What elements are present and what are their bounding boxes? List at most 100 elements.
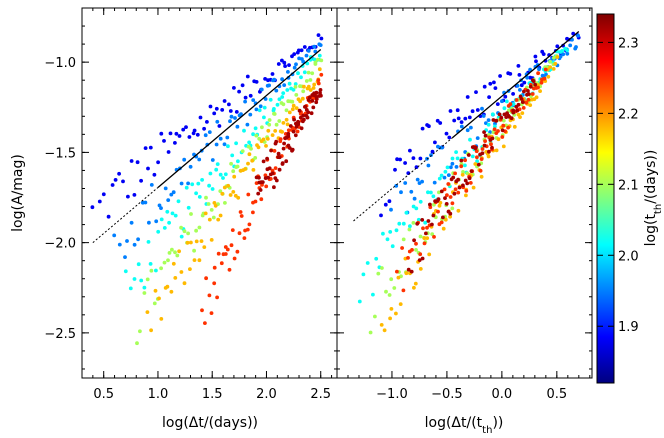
left-point (165, 284, 170, 289)
left-point (145, 277, 150, 282)
right-point (490, 136, 495, 141)
left-point (319, 58, 324, 63)
right-point (490, 145, 494, 150)
left-point (135, 341, 139, 346)
left-point (280, 58, 284, 63)
left-point (190, 182, 195, 187)
left-point (306, 84, 311, 89)
right-point (542, 76, 547, 81)
left-point (288, 124, 293, 128)
left-point (257, 136, 262, 141)
left-point (302, 45, 307, 49)
right-point (481, 114, 486, 118)
right-point (492, 127, 497, 132)
left-point (136, 262, 141, 267)
left-point (227, 102, 231, 107)
left-point (181, 127, 186, 132)
colorbar-tick-label: 2.3 (618, 36, 639, 51)
right-point (431, 194, 436, 199)
left-point (297, 108, 302, 113)
left-y-tick-label: −1.5 (44, 146, 76, 161)
left-point (132, 242, 137, 247)
right-point (527, 92, 531, 96)
left-point (275, 102, 280, 107)
right-point (433, 140, 437, 145)
right-point (415, 221, 420, 226)
right-point (437, 203, 442, 208)
left-point (262, 105, 267, 110)
right-point (448, 109, 453, 113)
right-point (512, 124, 517, 129)
right-point (448, 195, 453, 199)
left-point (117, 171, 121, 176)
right-point (539, 80, 544, 85)
right-point (456, 177, 460, 182)
left-point (253, 126, 258, 131)
right-point (480, 147, 485, 151)
right-fit-line-solid (451, 30, 580, 139)
right-point (560, 49, 564, 53)
left-point (235, 164, 240, 169)
left-point (302, 84, 306, 89)
left-point (209, 238, 214, 242)
left-point (290, 107, 295, 112)
right-point (382, 328, 387, 333)
right-point (503, 94, 508, 99)
right-point (436, 209, 440, 214)
left-point (296, 48, 301, 53)
right-point (463, 163, 467, 168)
left-point (302, 117, 306, 122)
right-point (406, 171, 411, 176)
right-point (439, 189, 444, 194)
right-point (500, 128, 505, 133)
left-point (281, 91, 286, 95)
right-point (441, 226, 446, 231)
left-point (236, 195, 241, 200)
right-point (394, 311, 398, 316)
left-point (317, 67, 322, 72)
left-plot-frame (81, 7, 338, 379)
left-point (290, 147, 295, 152)
left-point (294, 62, 298, 67)
left-point (315, 57, 320, 62)
left-point (301, 89, 306, 94)
left-point (311, 86, 316, 90)
left-point (270, 171, 275, 176)
left-y-axis-label: log(A/mag) (10, 154, 26, 232)
left-point (240, 149, 245, 154)
left-point (212, 281, 217, 286)
left-x-axis-label: log(Δt/(days)) (162, 415, 258, 431)
left-point (117, 242, 122, 247)
right-point (493, 124, 497, 129)
left-point (231, 169, 236, 174)
left-x-tick-label: 1.0 (148, 387, 169, 402)
right-point (469, 125, 473, 130)
right-point (456, 116, 461, 121)
right-point (470, 109, 475, 114)
right-point (453, 187, 458, 192)
right-point (487, 149, 491, 154)
right-point (408, 148, 412, 153)
left-point (142, 285, 147, 290)
colorbar-frame (596, 13, 615, 384)
right-point (461, 183, 465, 188)
right-point (504, 99, 509, 104)
left-point (200, 308, 204, 313)
colorbar-tick-label: 1.9 (618, 320, 639, 335)
left-point (203, 321, 207, 325)
left-point (157, 296, 161, 301)
left-point (173, 250, 177, 255)
right-point (394, 228, 399, 233)
right-point (387, 199, 392, 204)
left-point (285, 88, 290, 92)
right-point (555, 55, 560, 59)
left-point (263, 173, 268, 178)
left-point (147, 220, 151, 225)
left-point (203, 211, 208, 216)
right-point (398, 157, 402, 162)
right-point (396, 275, 401, 280)
left-point (254, 107, 259, 112)
right-point (445, 193, 449, 198)
right-point (568, 43, 573, 48)
left-point (281, 121, 286, 125)
